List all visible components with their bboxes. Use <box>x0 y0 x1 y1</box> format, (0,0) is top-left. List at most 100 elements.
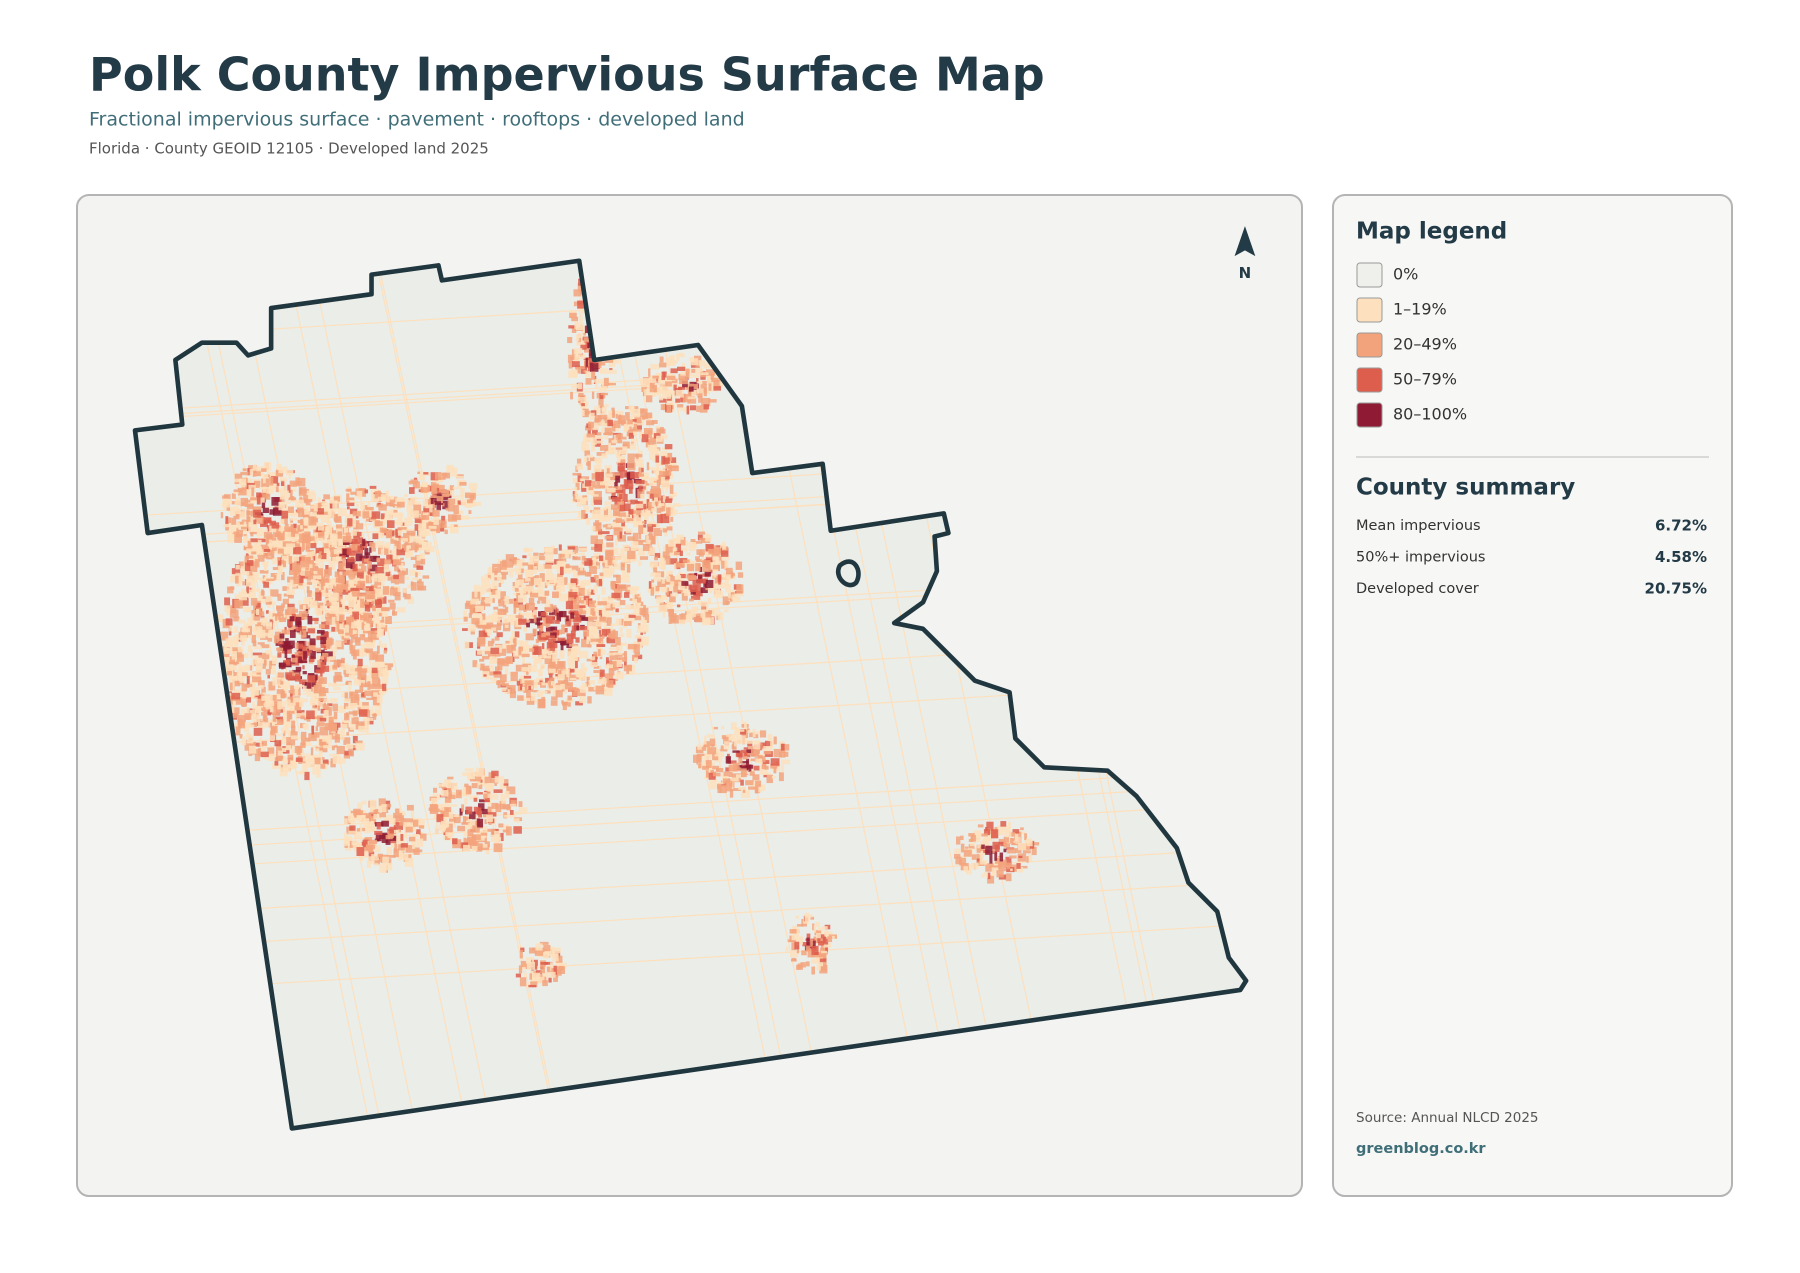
impervious-patch <box>374 708 382 715</box>
impervious-patch <box>601 453 608 459</box>
impervious-patch <box>224 597 231 606</box>
impervious-patch <box>640 378 650 388</box>
impervious-patch <box>395 497 405 505</box>
impervious-patch <box>963 849 972 857</box>
impervious-patch <box>343 571 349 576</box>
impervious-patch <box>591 435 597 445</box>
impervious-patch <box>520 960 527 968</box>
impervious-patch <box>272 507 282 516</box>
impervious-patch <box>236 654 244 662</box>
impervious-patch <box>623 503 631 512</box>
impervious-patch <box>331 564 336 571</box>
impervious-patch <box>322 734 329 738</box>
impervious-patch <box>783 751 789 757</box>
impervious-patch <box>406 545 410 553</box>
impervious-patch <box>651 446 656 455</box>
impervious-patch <box>320 581 324 590</box>
impervious-patch <box>626 423 636 428</box>
impervious-patch <box>248 522 258 532</box>
impervious-patch <box>467 829 474 837</box>
impervious-patch <box>648 477 656 486</box>
impervious-patch <box>544 555 554 563</box>
impervious-patch <box>339 632 348 637</box>
impervious-patch <box>596 432 602 436</box>
impervious-patch <box>583 629 589 637</box>
impervious-patch <box>1005 873 1012 882</box>
impervious-patch <box>752 774 760 781</box>
impervious-patch <box>272 557 279 565</box>
impervious-patch <box>362 511 370 519</box>
impervious-patch <box>660 480 671 489</box>
impervious-patch <box>247 617 252 627</box>
impervious-patch <box>617 415 625 424</box>
impervious-patch <box>525 602 535 611</box>
impervious-patch <box>357 658 363 667</box>
impervious-patch <box>655 470 663 479</box>
impervious-patch <box>284 649 288 659</box>
impervious-patch <box>636 421 642 430</box>
impervious-patch <box>222 654 230 658</box>
impervious-patch <box>310 651 316 659</box>
impervious-patch <box>719 752 724 758</box>
impervious-patch <box>488 772 494 778</box>
impervious-patch <box>349 691 359 699</box>
impervious-patch <box>393 829 400 834</box>
impervious-patch <box>298 647 303 651</box>
impervious-patch <box>313 554 317 561</box>
impervious-patch <box>311 538 315 546</box>
impervious-patch <box>970 834 976 842</box>
impervious-patch <box>239 596 249 606</box>
impervious-patch <box>404 517 413 526</box>
impervious-patch <box>532 689 539 693</box>
impervious-patch <box>349 722 356 730</box>
impervious-patch <box>377 684 384 690</box>
impervious-patch <box>677 366 686 371</box>
impervious-patch <box>230 676 237 685</box>
impervious-patch <box>314 618 319 625</box>
impervious-patch <box>315 761 321 770</box>
impervious-patch <box>359 823 363 833</box>
impervious-patch <box>744 751 748 757</box>
impervious-patch <box>719 748 728 752</box>
impervious-patch <box>710 382 717 392</box>
impervious-patch <box>643 389 651 397</box>
impervious-patch <box>595 471 604 482</box>
impervious-patch <box>633 423 638 430</box>
impervious-patch <box>270 725 278 733</box>
impervious-patch <box>273 616 277 621</box>
impervious-patch <box>259 578 266 582</box>
impervious-patch <box>634 615 642 621</box>
impervious-patch <box>357 670 367 680</box>
impervious-patch <box>544 655 554 665</box>
impervious-patch <box>595 382 598 389</box>
impervious-patch <box>549 642 558 649</box>
impervious-patch <box>355 678 359 683</box>
impervious-patch <box>604 404 609 408</box>
impervious-patch <box>270 731 274 735</box>
impervious-patch <box>646 462 650 471</box>
impervious-patch <box>253 727 263 736</box>
impervious-patch <box>246 584 250 594</box>
impervious-patch <box>620 548 630 553</box>
impervious-patch <box>643 485 646 491</box>
impervious-patch <box>331 730 336 734</box>
impervious-patch <box>591 546 596 551</box>
impervious-patch <box>630 549 637 552</box>
impervious-patch <box>591 487 595 495</box>
impervious-patch <box>608 410 614 418</box>
impervious-patch <box>339 758 346 764</box>
impervious-patch <box>230 712 239 718</box>
impervious-patch <box>820 950 828 954</box>
impervious-patch <box>294 573 298 578</box>
impervious-patch <box>360 501 365 510</box>
impervious-patch <box>229 682 233 691</box>
impervious-patch <box>598 398 604 408</box>
impervious-patch <box>575 482 580 491</box>
impervious-patch <box>630 472 640 479</box>
impervious-patch <box>601 587 606 595</box>
impervious-patch <box>263 757 267 760</box>
impervious-patch <box>257 680 265 687</box>
impervious-patch <box>579 547 588 551</box>
impervious-patch <box>691 368 696 373</box>
impervious-patch <box>597 649 601 656</box>
